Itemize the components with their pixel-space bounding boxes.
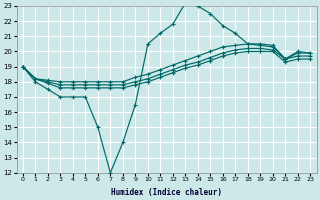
X-axis label: Humidex (Indice chaleur): Humidex (Indice chaleur) bbox=[111, 188, 222, 197]
